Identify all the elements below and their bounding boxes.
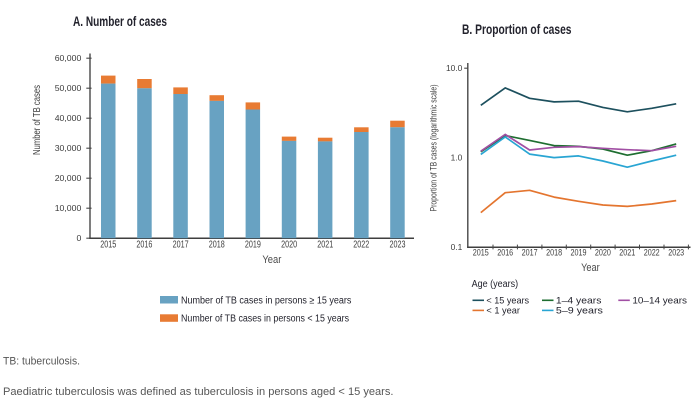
svg-text:40,000: 40,000	[55, 113, 82, 123]
svg-text:2023: 2023	[668, 247, 684, 258]
svg-text:5–9 years: 5–9 years	[556, 306, 603, 316]
svg-text:Number of TB cases: Number of TB cases	[31, 85, 43, 155]
svg-text:2015: 2015	[100, 240, 116, 251]
svg-text:< 15 years: < 15 years	[486, 296, 529, 306]
svg-text:2016: 2016	[497, 247, 513, 258]
svg-text:Number of TB cases in persons: Number of TB cases in persons < 15 years	[181, 314, 349, 325]
svg-text:Age (years): Age (years)	[472, 279, 518, 290]
svg-text:Proportion of TB cases (logari: Proportion of TB cases (logarithmic scal…	[428, 85, 439, 212]
svg-text:Year: Year	[581, 262, 600, 274]
svg-text:2020: 2020	[281, 240, 297, 251]
svg-text:50,000: 50,000	[55, 83, 82, 93]
svg-text:2023: 2023	[390, 240, 406, 251]
svg-text:TB: tuberculosis.: TB: tuberculosis.	[3, 356, 80, 368]
svg-text:10,000: 10,000	[55, 203, 82, 213]
svg-text:Paediatric tuberculosis was de: Paediatric tuberculosis was defined as t…	[3, 386, 394, 398]
svg-text:1.0: 1.0	[451, 153, 463, 163]
svg-text:A. Number of cases: A. Number of cases	[73, 13, 167, 29]
svg-text:2017: 2017	[173, 240, 189, 251]
svg-text:Number of TB cases in persons: Number of TB cases in persons ≥ 15 years	[181, 296, 352, 307]
svg-text:2020: 2020	[595, 247, 611, 258]
svg-text:2018: 2018	[209, 240, 225, 251]
svg-text:2018: 2018	[546, 247, 562, 258]
svg-text:2022: 2022	[644, 247, 660, 258]
svg-text:10.0: 10.0	[446, 63, 463, 73]
svg-text:2019: 2019	[245, 240, 261, 251]
svg-text:10–14 years: 10–14 years	[632, 296, 687, 306]
svg-text:30,000: 30,000	[55, 143, 82, 153]
svg-text:2016: 2016	[136, 240, 152, 251]
svg-text:2021: 2021	[317, 240, 333, 251]
svg-text:2022: 2022	[353, 240, 369, 251]
svg-text:Year: Year	[262, 254, 281, 266]
svg-text:20,000: 20,000	[55, 173, 82, 183]
svg-text:0: 0	[76, 233, 81, 243]
svg-text:2021: 2021	[619, 247, 635, 258]
svg-text:B. Proportion of cases: B. Proportion of cases	[462, 21, 572, 37]
svg-text:0.1: 0.1	[451, 242, 463, 252]
svg-text:< 1 year: < 1 year	[486, 306, 520, 316]
svg-text:2019: 2019	[571, 247, 587, 258]
svg-text:1–4 years: 1–4 years	[556, 296, 602, 306]
svg-text:60,000: 60,000	[55, 53, 82, 63]
svg-text:2017: 2017	[522, 247, 538, 258]
svg-text:2015: 2015	[473, 247, 489, 258]
